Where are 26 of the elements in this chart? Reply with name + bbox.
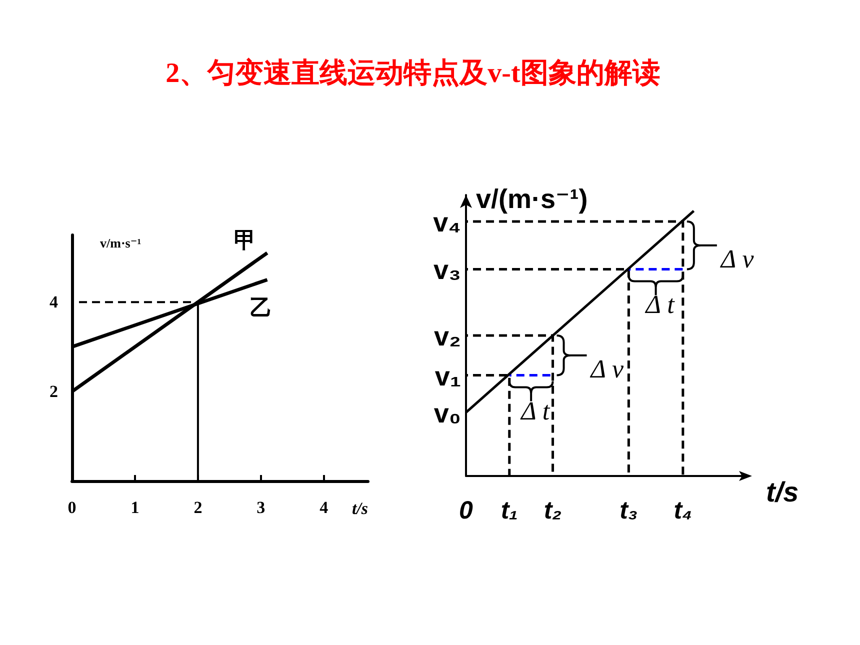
annotation: v₄ — [433, 208, 461, 238]
x-tick-label: t₁ — [500, 496, 518, 524]
x-tick-label: 0 — [68, 498, 76, 517]
x-tick-label: 1 — [130, 498, 140, 517]
y-axis-title: v/m·s⁻¹ — [100, 236, 142, 250]
x-tick-label: t₄ — [674, 496, 692, 524]
x-tick-label: 4 — [320, 498, 329, 517]
x-tick-label: 2 — [194, 498, 202, 517]
annotation: v₁ — [434, 361, 461, 392]
annotation: Δ t — [644, 290, 676, 320]
x-axis-title: t/s — [352, 499, 368, 518]
annotation: Δ t — [520, 396, 550, 426]
x-axis-title: t/s — [766, 476, 799, 508]
x-tick-label: t₂ — [544, 496, 562, 524]
x-tick-label: 3 — [256, 498, 266, 517]
series-label: 甲 — [234, 227, 256, 252]
annotation: v₂ — [434, 322, 461, 352]
annotation: Δ v — [720, 244, 754, 274]
x-tick-label: 0 — [459, 496, 474, 524]
x-tick-label: t₃ — [620, 496, 638, 524]
chart-title: 2、匀变速直线运动特点及v-t图象的解读 — [164, 56, 662, 91]
annotation: v₀ — [434, 398, 461, 428]
y-axis-title: v/(m·s⁻¹) — [476, 184, 588, 214]
annotation: Δ v — [590, 354, 624, 384]
annotation: v₃ — [433, 255, 461, 286]
series-label: 乙 — [250, 295, 272, 320]
